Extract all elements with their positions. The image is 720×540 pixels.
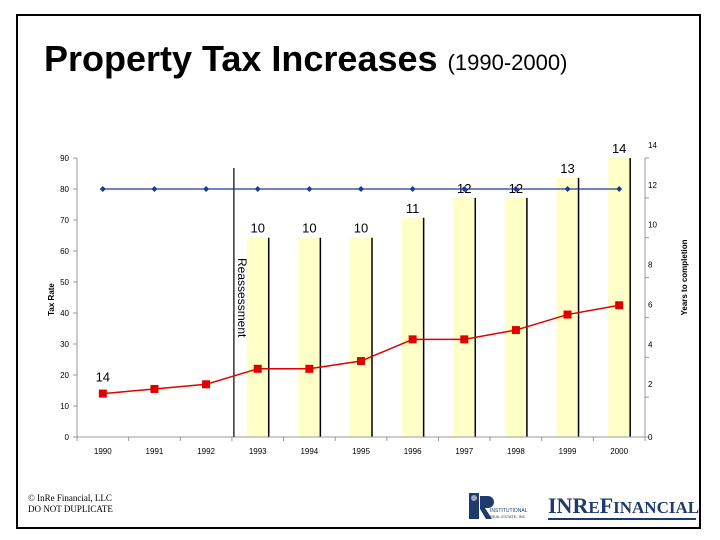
x-tick-label-1998: 1998 (507, 447, 525, 456)
x-tick-label-1996: 1996 (404, 447, 422, 456)
right-tick-label-10: 10 (648, 221, 657, 230)
x-tick-label-1997: 1997 (455, 447, 473, 456)
right-tick-label-6: 6 (648, 300, 653, 309)
institutional-logo-dot (471, 495, 477, 501)
copyright-notice: © InRe Financial, LLC DO NOT DUPLICATE (28, 493, 113, 515)
series-1-point-1991 (150, 384, 159, 393)
logo-underline (548, 518, 696, 520)
x-tick-label-1994: 1994 (300, 447, 318, 456)
x-tick-label-1992: 1992 (197, 447, 215, 456)
institutional-logo-text-1: INSTITUTIONAL (490, 508, 528, 514)
logo-brand-re-initial: R (572, 493, 589, 518)
bar-1995 (350, 237, 372, 437)
series-1-point-1990 (98, 389, 107, 398)
x-tick-label-1999: 1999 (559, 447, 577, 456)
bar-label-1994: 10 (302, 221, 316, 236)
left-tick-label-90: 90 (60, 154, 69, 163)
institutional-logo-text-2: REAL ESTATE, INC. (490, 514, 527, 519)
x-tick-label-1995: 1995 (352, 447, 370, 456)
series-1-point-1992 (202, 380, 211, 389)
series-1-label-1990: 14 (96, 370, 110, 385)
right-tick-label-12: 12 (648, 181, 657, 190)
x-tick-label-1990: 1990 (94, 447, 112, 456)
logo-brand-in: IN (548, 493, 573, 518)
logo-brand-financial-rest: INANCIAL (613, 498, 700, 517)
series-0-point-2000 (616, 186, 623, 192)
left-tick-label-10: 10 (60, 402, 69, 411)
logo-brand-financial-initial: F (599, 493, 614, 518)
left-tick-label-0: 0 (65, 433, 70, 442)
logo-brand-re-rest: E (588, 498, 600, 517)
x-tick-label-2000: 2000 (610, 447, 628, 456)
x-tick-label-1993: 1993 (249, 447, 267, 456)
bar-1997 (453, 197, 476, 437)
bar-1999 (556, 177, 579, 437)
series-1-point-1993 (253, 364, 262, 373)
left-tick-label-20: 20 (60, 371, 69, 380)
logo-brand-financial: FINANCIAL (600, 493, 699, 518)
series-1-point-1998 (511, 326, 520, 335)
page-subtitle: (1990-2000) (447, 50, 568, 75)
reassessment-label: Reassessment (235, 258, 249, 338)
inref-financial-logo: INREFINANCIAL (548, 493, 699, 519)
series-0-point-1991 (151, 186, 158, 192)
institutional-logo-mark (469, 493, 479, 519)
right-tick-label-0: 0 (648, 433, 653, 442)
bar-label-1993: 10 (250, 221, 264, 236)
bar-label-1996: 11 (406, 201, 420, 216)
right-tick-label-2: 2 (648, 380, 653, 389)
copyright-line-1: © InRe Financial, LLC (28, 493, 112, 503)
institutional-logo: INSTITUTIONAL REAL ESTATE, INC. (469, 493, 528, 519)
bar-label-1999: 13 (560, 161, 574, 176)
bar-1998 (504, 197, 527, 437)
logo-brand-re: RE (572, 493, 599, 518)
bar-1994 (298, 237, 321, 437)
right-tick-label-4: 4 (648, 340, 653, 349)
left-tick-label-60: 60 (60, 247, 69, 256)
series-1-point-1999 (563, 310, 572, 319)
slide-frame (16, 14, 701, 529)
x-tick-label-1991: 1991 (146, 447, 164, 456)
left-axis-title: Tax Rate (47, 283, 56, 316)
series-1-point-2000 (615, 301, 624, 310)
series-0-point-1998 (512, 186, 519, 192)
series-0-point-1992 (203, 186, 210, 192)
right-tick-label-14: 14 (648, 141, 657, 150)
series-0-point-1999 (564, 186, 571, 192)
series-0-point-1994 (306, 186, 313, 192)
series-0-point-1996 (409, 186, 416, 192)
institutional-logo-r (480, 496, 494, 519)
right-tick-label-8: 8 (648, 261, 653, 270)
series-1-point-1996 (408, 335, 417, 344)
copyright-line-2: DO NOT DUPLICATE (28, 504, 113, 514)
series-1-point-1997 (460, 335, 469, 344)
series-0-point-1997 (461, 186, 468, 192)
bar-1993 (246, 237, 269, 437)
right-axis-title: Years to completion (680, 239, 689, 315)
left-tick-label-50: 50 (60, 278, 69, 287)
series-0-point-1993 (254, 186, 261, 192)
bar-2000 (608, 158, 631, 437)
left-tick-label-30: 30 (60, 340, 69, 349)
page-title: Property Tax Increases (44, 38, 438, 79)
left-tick-label-80: 80 (60, 185, 69, 194)
bar-label-1995: 10 (354, 221, 368, 236)
bar-1996 (401, 217, 424, 437)
left-tick-label-40: 40 (60, 309, 69, 318)
bar-label-2000: 14 (612, 141, 626, 156)
series-0-point-1995 (358, 186, 364, 192)
series-0-point-1990 (99, 186, 106, 192)
series-1-point-1994 (305, 364, 314, 373)
title-area: Property Tax Increases (1990-2000) (44, 38, 567, 80)
series-1-point-1995 (357, 357, 365, 366)
left-tick-label-70: 70 (60, 216, 69, 225)
